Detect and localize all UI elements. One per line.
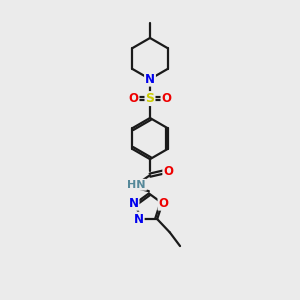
Text: N: N bbox=[134, 213, 144, 226]
Text: O: O bbox=[158, 197, 169, 210]
Text: O: O bbox=[128, 92, 139, 105]
Text: O: O bbox=[161, 92, 172, 105]
Text: N: N bbox=[128, 197, 139, 210]
Text: N: N bbox=[145, 73, 155, 85]
Text: O: O bbox=[163, 165, 173, 178]
Text: HN: HN bbox=[128, 180, 146, 190]
Text: S: S bbox=[146, 92, 154, 105]
